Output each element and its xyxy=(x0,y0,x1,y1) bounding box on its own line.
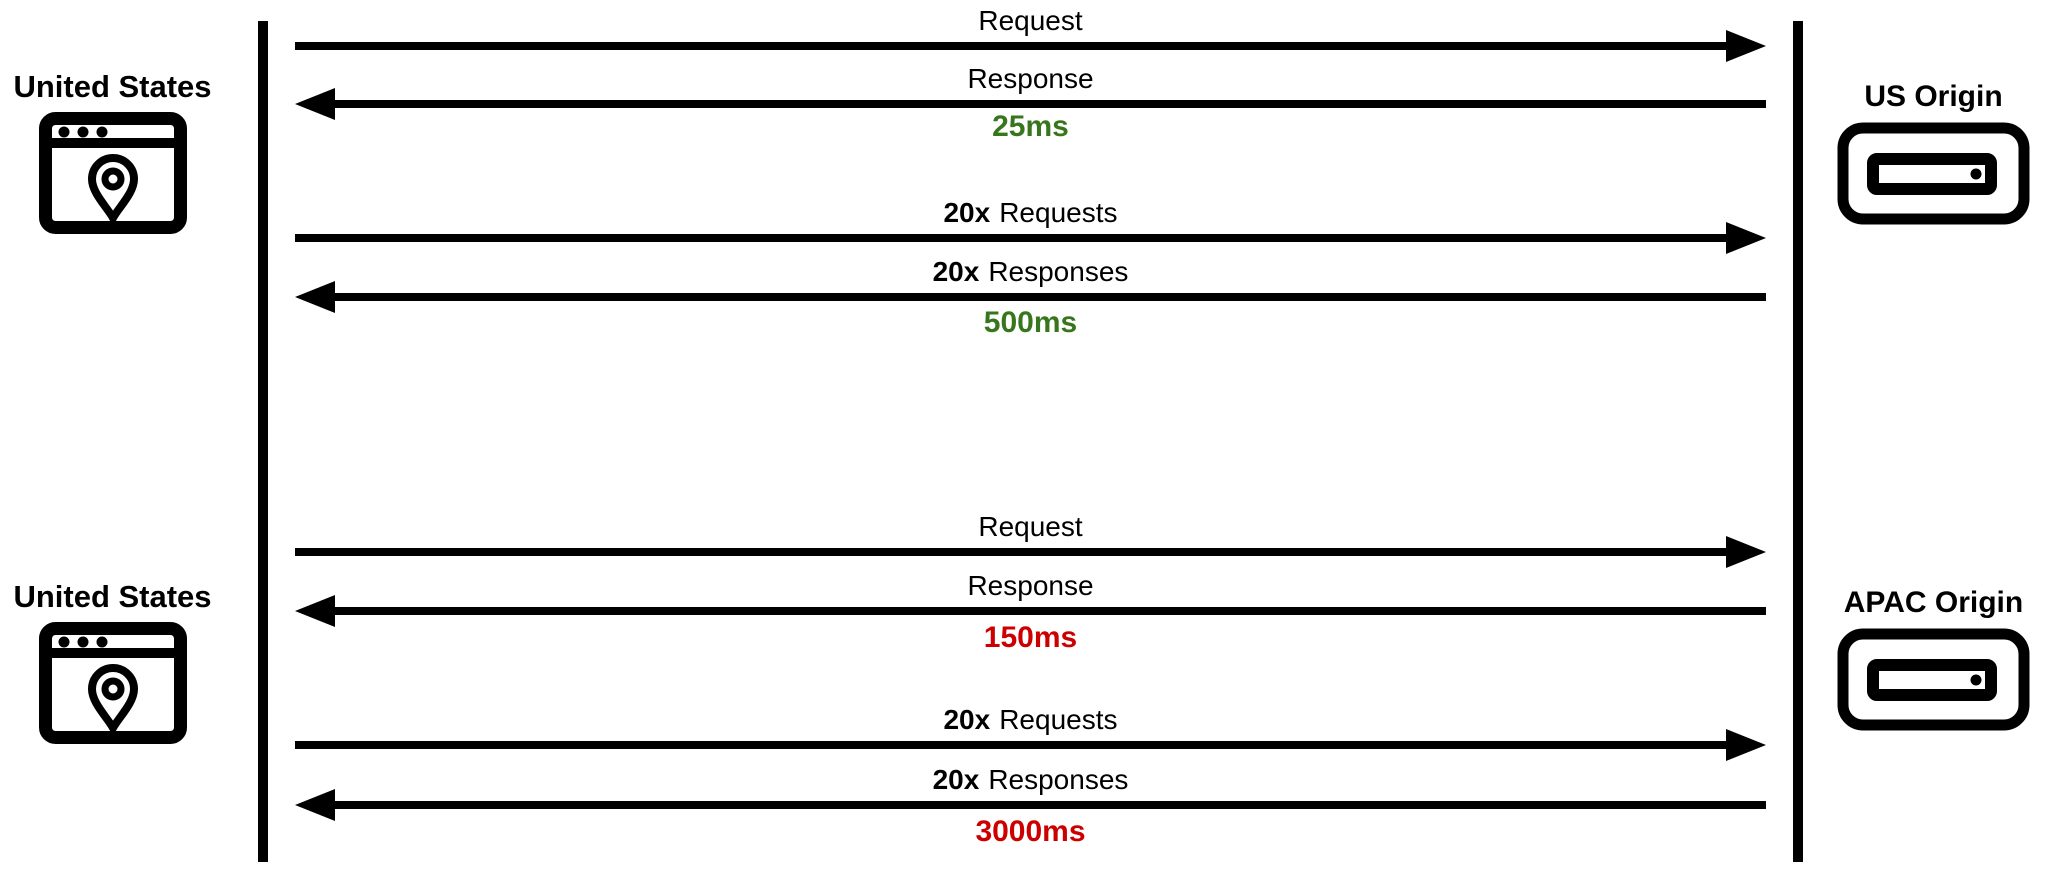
message-text: Response xyxy=(967,570,1094,601)
request-arrow xyxy=(295,30,1766,62)
message-count-prefix: 20x xyxy=(932,764,980,795)
message-text: Responses xyxy=(988,256,1129,287)
message-response: Response xyxy=(295,61,1766,120)
response-arrow xyxy=(295,789,1766,821)
message-count-prefix: 20x xyxy=(943,197,991,228)
message-request: Request xyxy=(295,509,1766,568)
actor-label: APAC Origin xyxy=(1843,586,2024,619)
origin-lifeline xyxy=(1793,21,1803,862)
client-lifeline xyxy=(258,21,268,862)
request-arrow xyxy=(295,222,1766,254)
arrow-line xyxy=(295,234,1730,242)
message-count-prefix: 20x xyxy=(932,256,980,287)
actor-label: United States xyxy=(13,579,212,614)
message-20x-requests: 20x Requests xyxy=(295,702,1766,761)
message-text: Responses xyxy=(988,764,1129,795)
browser-location-icon xyxy=(5,622,220,744)
arrowhead-left-icon xyxy=(295,88,335,120)
actor-origin-top: US Origin xyxy=(1826,80,2041,225)
message-label: 20x Requests xyxy=(295,195,1766,231)
message-label: Response xyxy=(295,568,1766,604)
response-arrow xyxy=(295,88,1766,120)
arrow-line xyxy=(331,607,1766,615)
actor-client-bottom: United States xyxy=(5,580,220,744)
message-count-prefix: 20x xyxy=(943,704,991,735)
message-text: Response xyxy=(967,63,1094,94)
arrowhead-right-icon xyxy=(1726,222,1766,254)
message-label: Response xyxy=(295,61,1766,97)
latency-label-apac-batch: 3000ms xyxy=(975,815,1086,848)
latency-label-apac-single: 150ms xyxy=(983,621,1078,654)
message-label: 20x Requests xyxy=(295,702,1766,738)
message-label: Request xyxy=(295,509,1766,545)
arrowhead-left-icon xyxy=(295,595,335,627)
message-label: 20x Responses xyxy=(295,254,1766,290)
response-arrow xyxy=(295,595,1766,627)
latency-label-us-batch: 500ms xyxy=(983,306,1078,339)
actor-label: US Origin xyxy=(1864,80,2003,113)
arrow-line xyxy=(295,42,1730,50)
actor-client-top: United States xyxy=(5,70,220,234)
message-text: Request xyxy=(978,5,1083,36)
actor-label: United States xyxy=(13,69,212,104)
arrow-line xyxy=(331,293,1766,301)
message-text: Requests xyxy=(999,704,1118,735)
browser-location-icon xyxy=(5,112,220,234)
message-text: Request xyxy=(978,511,1083,542)
message-20x-responses: 20x Responses xyxy=(295,254,1766,313)
request-arrow xyxy=(295,729,1766,761)
arrowhead-right-icon xyxy=(1726,536,1766,568)
server-icon xyxy=(1826,628,2041,731)
message-text: Requests xyxy=(999,197,1118,228)
message-label: Request xyxy=(295,3,1766,39)
arrow-line xyxy=(295,741,1730,749)
arrowhead-left-icon xyxy=(295,789,335,821)
message-label: 20x Responses xyxy=(295,762,1766,798)
message-response: Response xyxy=(295,568,1766,627)
actor-origin-bottom: APAC Origin xyxy=(1826,586,2041,731)
message-20x-responses: 20x Responses xyxy=(295,762,1766,821)
arrowhead-left-icon xyxy=(295,281,335,313)
latency-label-us-single: 25ms xyxy=(992,110,1069,143)
arrowhead-right-icon xyxy=(1726,30,1766,62)
arrow-line xyxy=(331,801,1766,809)
message-request: Request xyxy=(295,3,1766,62)
message-20x-requests: 20x Requests xyxy=(295,195,1766,254)
arrow-line xyxy=(331,100,1766,108)
server-icon xyxy=(1826,122,2041,225)
request-arrow xyxy=(295,536,1766,568)
arrow-line xyxy=(295,548,1730,556)
response-arrow xyxy=(295,281,1766,313)
arrowhead-right-icon xyxy=(1726,729,1766,761)
